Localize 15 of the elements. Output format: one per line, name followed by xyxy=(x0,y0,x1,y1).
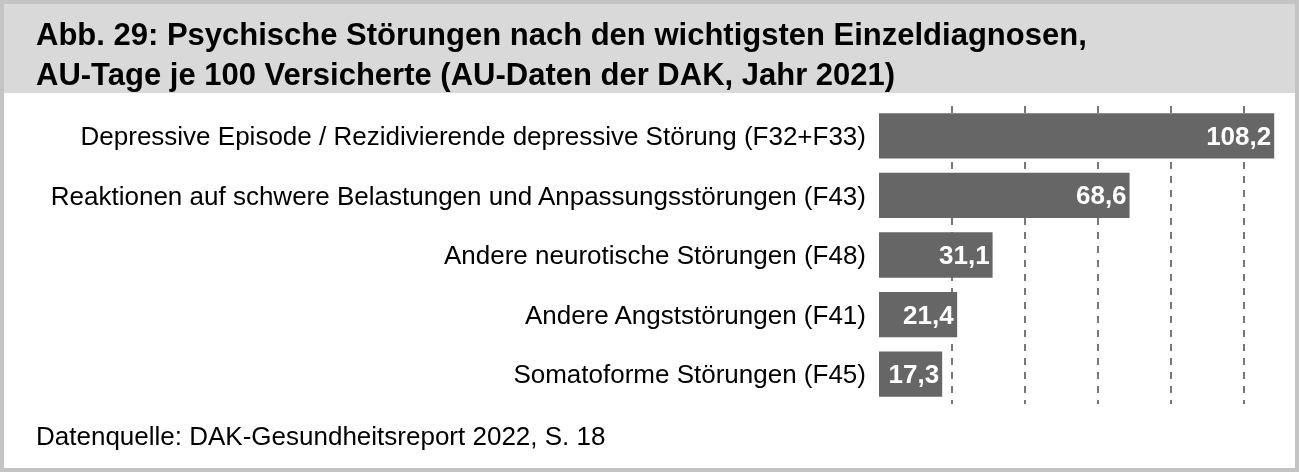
y-tick-label: Reaktionen auf schwere Belastungen und Anpassungsstörungen (F43) xyxy=(50,180,866,211)
bar xyxy=(879,172,1130,219)
data-label: 68,6 xyxy=(1075,180,1127,211)
data-label: 21,4 xyxy=(903,299,955,330)
bar xyxy=(879,113,1275,159)
text: Abb. 29: Psychische Störungen nach den wichtigsten Einzeldiagnosen, AU-Tage je 100 Versicherte (AU-Daten der DAK, Jahr 2021) xyxy=(36,17,1087,93)
y-tick-label: Depressive Episode / Rezidivierende depressive Störung (F32+F33) xyxy=(80,120,866,151)
text: Datenquelle: DAK-Gesundheitsreport 2022, S. 18 xyxy=(36,421,606,451)
y-tick-label: Andere neurotische Störungen (F48) xyxy=(443,240,866,271)
data-label: 108,2 xyxy=(1206,120,1272,151)
data-label: 17,3 xyxy=(888,359,940,390)
bar xyxy=(879,232,993,278)
data-label: 31,1 xyxy=(938,240,990,270)
y-tick-label: Somatoforme Störungen (F45) xyxy=(513,359,866,390)
y-tick-label: Andere Angststörungen (F41) xyxy=(524,299,866,330)
